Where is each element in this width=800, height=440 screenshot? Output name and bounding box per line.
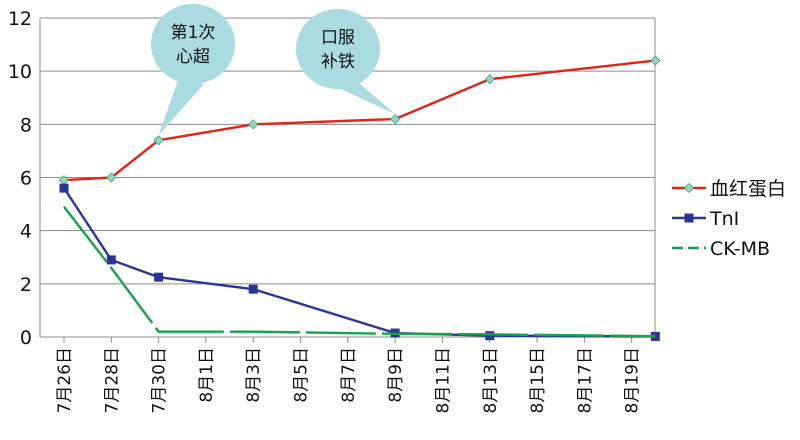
callout-text: 补铁 — [321, 52, 355, 72]
callout-text: 心超 — [176, 47, 210, 67]
y-tick-label: 4 — [20, 221, 32, 243]
data-point — [106, 172, 117, 183]
x-tick-label: 8月3日 — [244, 347, 264, 403]
x-tick-label: 8月13日 — [481, 347, 501, 413]
x-tick-label: 8月19日 — [623, 347, 643, 413]
y-tick-label: 10 — [8, 61, 32, 83]
y-tick-label: 0 — [20, 327, 32, 349]
x-tick-label: 8月17日 — [575, 347, 595, 413]
data-point — [153, 135, 164, 146]
series-line — [62, 187, 656, 338]
y-tick-label: 2 — [20, 274, 32, 296]
data-point — [650, 331, 660, 341]
x-tick-label: 8月11日 — [433, 347, 453, 413]
x-tick-label: 8月1日 — [197, 347, 217, 403]
callout-bubble — [296, 9, 380, 89]
legend-marker — [683, 182, 695, 194]
data-point — [484, 74, 495, 85]
series-line — [63, 206, 656, 338]
series-0 — [58, 55, 661, 186]
y-tick-label: 8 — [20, 114, 32, 136]
legend-label: TnI — [709, 208, 739, 230]
legend: 血红蛋白 TnI CK-MB — [672, 178, 786, 260]
callout-pointer — [158, 80, 204, 136]
x-tick-label: 8月15日 — [528, 347, 548, 413]
legend-label: CK-MB — [710, 238, 770, 260]
callout-pointer — [332, 82, 396, 115]
x-tick-label: 8月7日 — [339, 347, 359, 403]
legend-marker — [684, 213, 694, 223]
data-point — [106, 255, 116, 265]
data-point — [390, 113, 401, 125]
x-tick-label: 7月30日 — [150, 347, 170, 413]
x-tick-label: 8月9日 — [386, 347, 406, 403]
legend-label: 血红蛋白 — [710, 178, 786, 200]
series-1 — [59, 183, 660, 341]
data-point — [248, 284, 258, 294]
y-tick-label: 12 — [8, 8, 32, 30]
data-point — [485, 331, 495, 341]
x-tick-label: 8月5日 — [292, 347, 312, 403]
data-point — [59, 183, 69, 193]
x-tick-label: 7月26日 — [55, 347, 75, 413]
data-point — [248, 119, 259, 130]
callout-bubble — [151, 4, 235, 84]
callout-text: 口服 — [321, 28, 355, 48]
x-tick-label: 7月28日 — [102, 347, 122, 413]
callout-text: 第1次 — [171, 23, 216, 43]
data-point — [154, 272, 164, 282]
series-2 — [63, 206, 656, 338]
y-tick-label: 6 — [20, 168, 32, 190]
data-point — [650, 55, 661, 66]
